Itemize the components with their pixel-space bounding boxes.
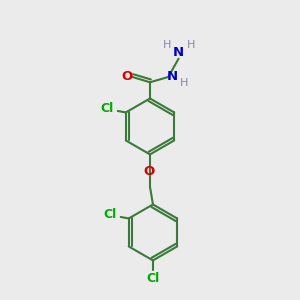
Text: H: H <box>163 40 171 50</box>
Text: N: N <box>173 46 184 59</box>
Text: N: N <box>167 70 178 83</box>
Text: Cl: Cl <box>103 208 117 221</box>
Text: O: O <box>144 165 155 178</box>
Text: O: O <box>122 70 133 83</box>
Text: H: H <box>187 40 195 50</box>
Text: Cl: Cl <box>146 272 160 285</box>
Text: Cl: Cl <box>100 102 114 116</box>
Text: H: H <box>179 79 188 88</box>
